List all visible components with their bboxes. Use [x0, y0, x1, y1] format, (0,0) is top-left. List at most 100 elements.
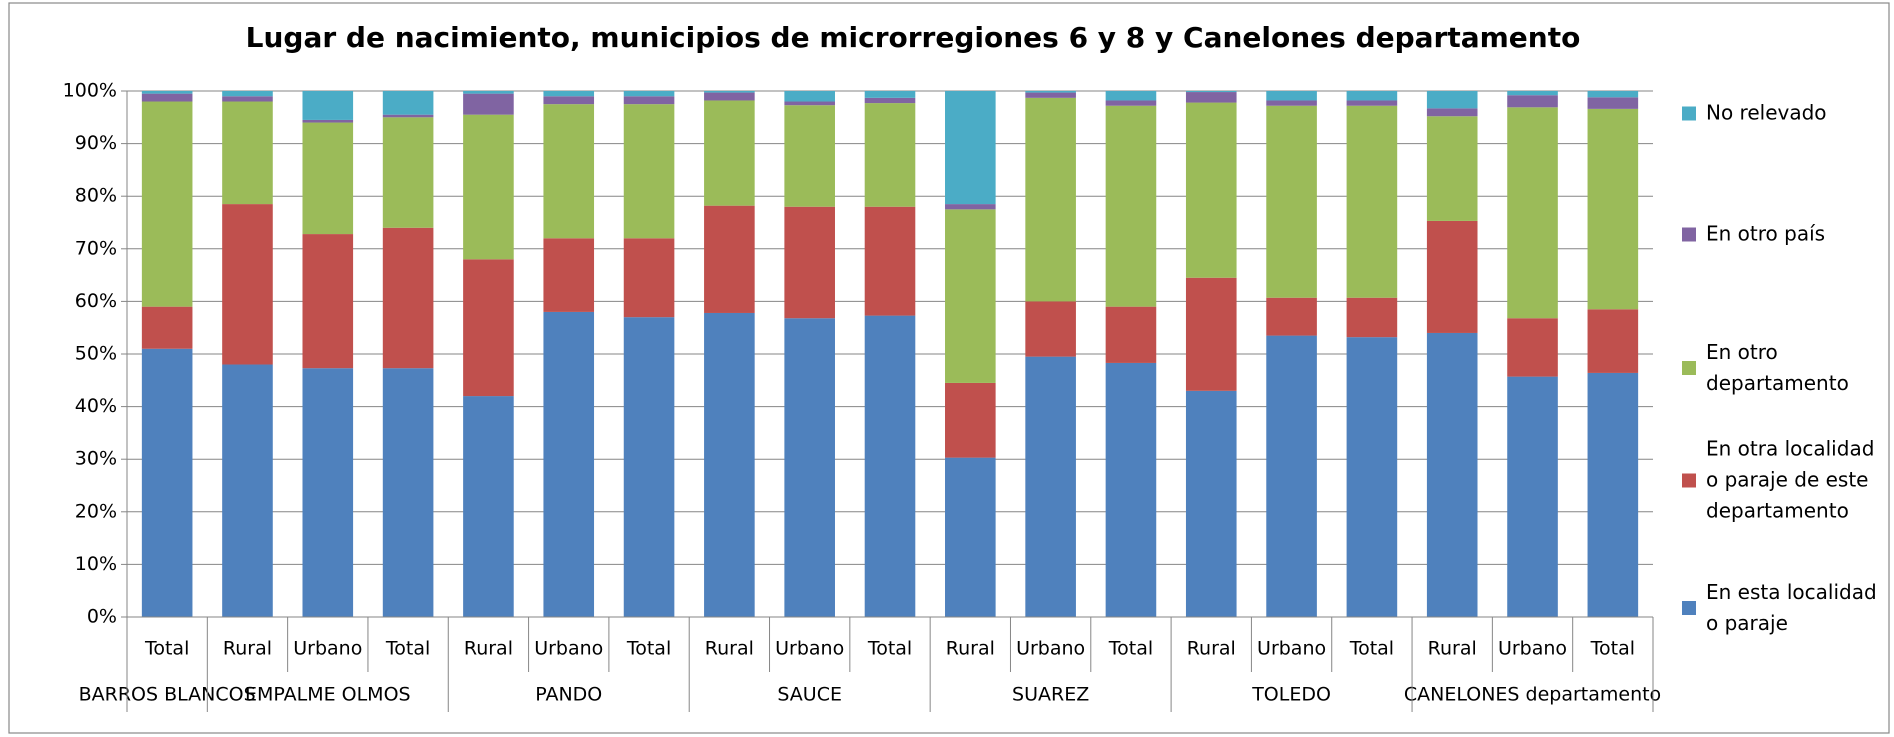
bar-segment [784, 206, 835, 319]
x-tick-label: Urbano [293, 638, 362, 660]
bar-segment [784, 91, 835, 102]
bar-segment [463, 259, 514, 397]
bar-segment [1507, 95, 1558, 108]
bar-segment [463, 396, 514, 617]
bar-segment [543, 311, 595, 617]
group-label: BARROS BLANCOS [79, 684, 256, 706]
bar-segment [623, 104, 675, 239]
bar-segment [945, 209, 996, 383]
x-tick-label: Rural [1428, 638, 1477, 660]
y-tick-label: 100% [63, 80, 117, 102]
y-tick-label: 40% [75, 395, 117, 417]
y-tick-label: 90% [75, 132, 117, 154]
bar-segment [141, 348, 193, 617]
legend-label: En esta localidad o paraje [1706, 580, 1877, 635]
x-tick-label: Urbano [1257, 638, 1326, 660]
bar-segment [1105, 100, 1157, 106]
bar-segment [1266, 100, 1317, 106]
legend-swatch [1682, 227, 1696, 241]
bar-segment [864, 103, 916, 207]
bar-segment [945, 382, 996, 458]
x-tick-label: Total [1349, 638, 1394, 660]
group-label: PANDO [535, 684, 602, 706]
bar-segment [623, 317, 675, 617]
group-label: SAUCE [777, 684, 842, 706]
bar-segment [1185, 277, 1237, 391]
bar-segment [864, 97, 916, 104]
bar-segment [1426, 108, 1478, 117]
group-label: SUAREZ [1012, 684, 1089, 706]
bar-segment [1266, 297, 1317, 336]
y-tick-label: 60% [75, 290, 117, 312]
bar-segment [1105, 362, 1157, 617]
x-tick-label: Rural [464, 638, 513, 660]
legend-label: En otro departamento [1706, 340, 1849, 395]
bar-segment [1426, 220, 1478, 333]
bar-segment [1507, 318, 1558, 377]
bar-segment [784, 318, 835, 617]
legend-label: No relevado [1706, 100, 1827, 125]
bar-segment [1587, 372, 1639, 617]
y-tick-label: 80% [75, 185, 117, 207]
bar-segment [1346, 91, 1398, 101]
bar-segment [1587, 309, 1639, 373]
bar-segment [141, 91, 193, 94]
legend-item: En esta localidad o paraje [1682, 577, 1882, 639]
x-tick-label: Urbano [534, 638, 603, 660]
bar-segment [1507, 91, 1558, 96]
bar-segment [1426, 332, 1478, 617]
y-tick-label: 50% [75, 343, 117, 365]
x-tick-label: Total [144, 638, 189, 660]
bar-segment [1346, 337, 1398, 617]
x-tick-label: Rural [705, 638, 754, 660]
group-label: CANELONES departamento [1404, 684, 1661, 706]
bar-segment [222, 204, 273, 365]
bar-segment [1185, 91, 1237, 93]
bar-segment [543, 96, 595, 105]
bar-segment [784, 105, 835, 207]
legend-item: En otro país [1682, 219, 1882, 250]
bar-segment [302, 368, 354, 617]
bar-segment [1025, 92, 1076, 98]
legend-item: En otra localidad o paraje de este depar… [1682, 434, 1882, 527]
bar-segment [704, 91, 755, 93]
bar-segment [1185, 390, 1237, 617]
bar-segment [945, 91, 996, 205]
bar-segment [463, 114, 514, 260]
y-tick-label: 30% [75, 448, 117, 470]
bar-segment [1507, 107, 1558, 319]
bar-segment [222, 96, 273, 102]
x-tick-label: Rural [946, 638, 995, 660]
bar-segment [1025, 301, 1076, 357]
bar-segment [1587, 91, 1639, 98]
x-tick-label: Total [1108, 638, 1153, 660]
bar-segment [141, 306, 193, 349]
bar-segment [1346, 105, 1398, 298]
x-tick-label: Total [626, 638, 671, 660]
bar-segment [784, 101, 835, 106]
x-tick-label: Rural [1187, 638, 1236, 660]
bar-segment [1105, 91, 1157, 101]
bar-segment [864, 206, 916, 316]
bar-segment [945, 457, 996, 617]
bar-segment [382, 227, 434, 369]
bar-segment [1507, 376, 1558, 617]
bar-segment [222, 364, 273, 617]
bar-segment [704, 205, 755, 313]
bar-segment [382, 368, 434, 617]
bar-segment [1426, 116, 1478, 221]
bar-segment [1346, 100, 1398, 106]
legend-item: No relevado [1682, 98, 1882, 129]
bar-segment [1105, 306, 1157, 363]
bar-segment [623, 91, 675, 97]
bar-segment [1587, 108, 1639, 310]
bar-segment [1266, 105, 1317, 298]
bar-segment [1105, 105, 1157, 307]
legend-label: En otra localidad o paraje de este depar… [1706, 436, 1875, 523]
x-tick-label: Urbano [1016, 638, 1085, 660]
bar-segment [222, 91, 273, 97]
legend-swatch [1682, 106, 1696, 120]
bar-segment [222, 101, 273, 205]
